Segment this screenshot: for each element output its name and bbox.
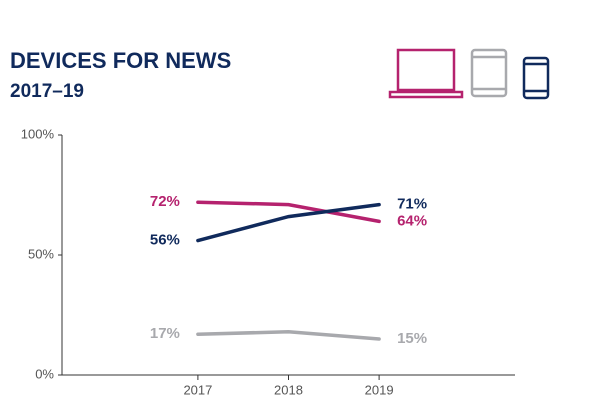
phone-icon: [522, 56, 550, 100]
y-tick-label: 0%: [35, 366, 54, 381]
chart-title: DEVICES FOR NEWS: [10, 48, 231, 73]
x-tick-label: 2019: [365, 382, 394, 397]
series-line: [196, 200, 381, 224]
y-tick-label: 100%: [21, 126, 55, 141]
series-line: [196, 202, 381, 243]
y-tick-label: 50%: [28, 246, 54, 261]
x-tick-label: 2018: [274, 382, 303, 397]
value-label: 72%: [150, 193, 180, 210]
laptop-icon: [396, 48, 456, 92]
value-label: 15%: [397, 330, 427, 347]
device-icons: [388, 48, 550, 100]
series-line: [196, 330, 381, 341]
x-tick-label: 2017: [183, 382, 212, 397]
tablet-icon: [470, 48, 508, 98]
value-label: 64%: [397, 212, 427, 229]
value-label: 17%: [150, 325, 180, 342]
chart-subtitle: 2017–19: [10, 81, 84, 102]
value-label: 56%: [150, 232, 180, 249]
value-label: 71%: [397, 196, 427, 213]
laptop-base: [388, 90, 464, 99]
